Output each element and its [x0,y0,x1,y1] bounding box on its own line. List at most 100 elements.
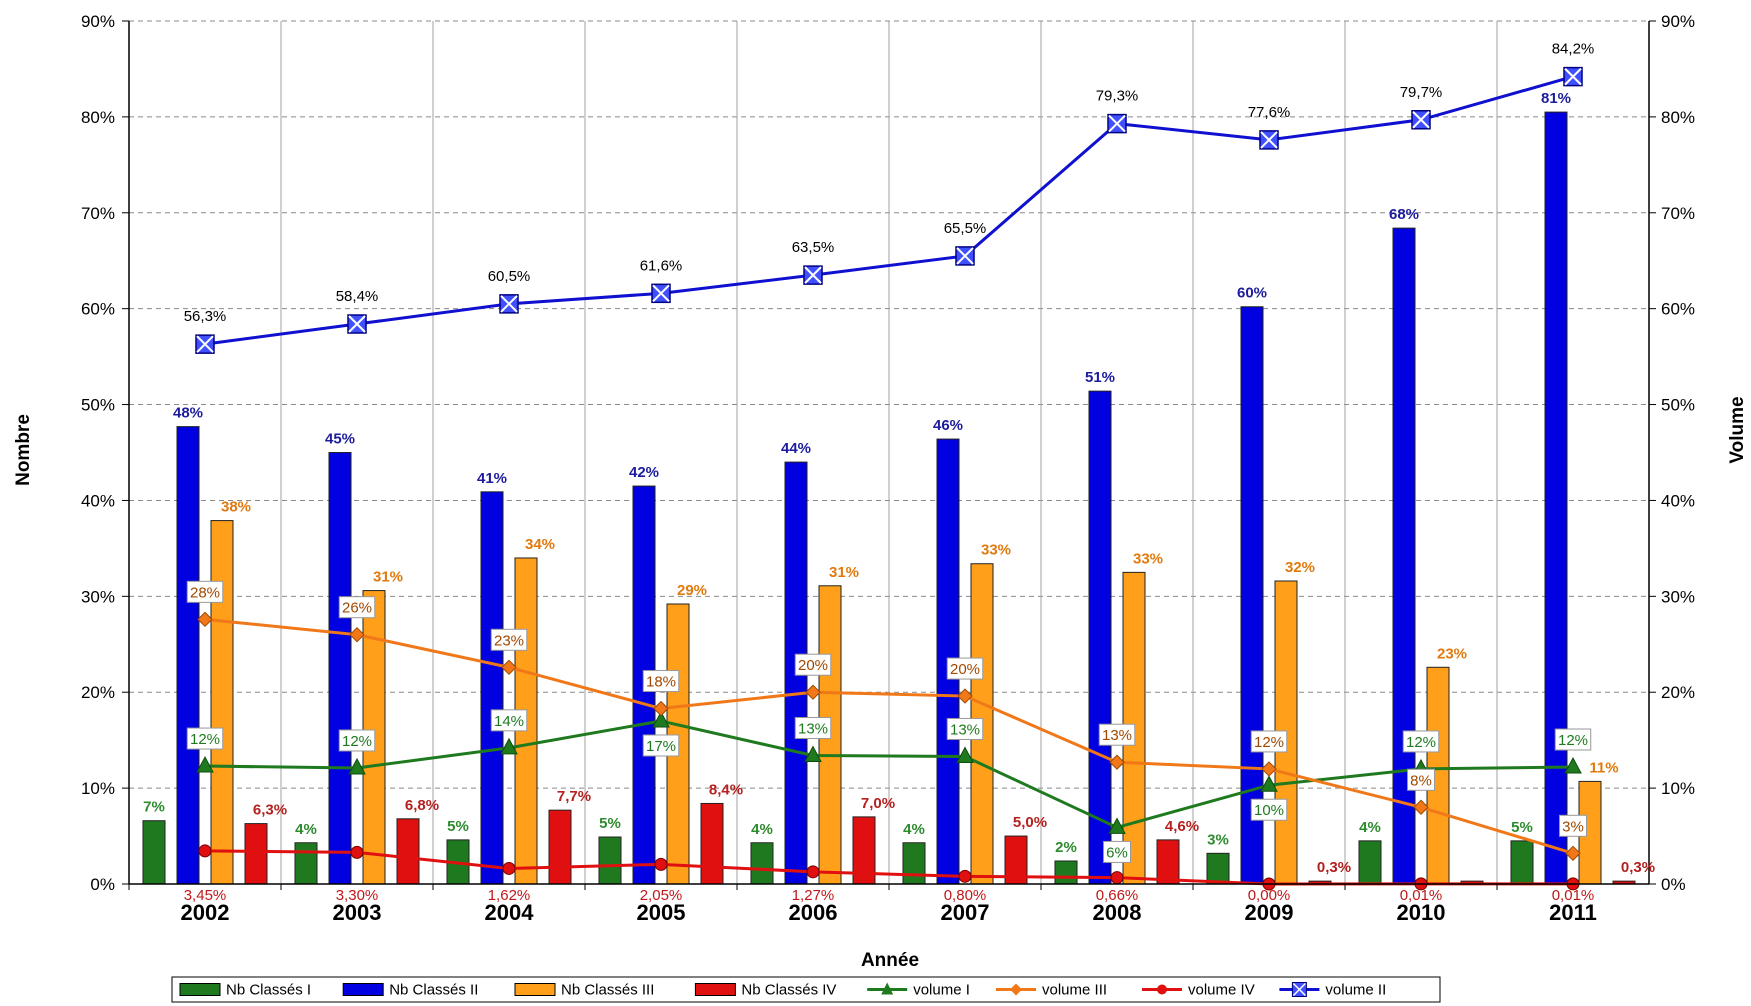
bar-data-label: 31% [373,569,403,586]
bar-data-label: 7% [143,799,165,816]
y-axis-title-right: Volume [1727,396,1748,463]
bar-data-label: 0,3% [1317,859,1351,876]
line-data-label: 12% [1558,732,1588,749]
line-data-label: 56,3% [184,308,227,325]
diamond-marker [805,684,821,700]
line-data-label-box [642,670,680,693]
bar-data-label: 23% [1437,645,1467,662]
bar-data-label: 33% [1133,550,1163,567]
bar-data-label: 44% [781,440,811,457]
y-tick-label: 40% [81,491,115,510]
bar [396,818,420,885]
bar-data-label: 5% [447,818,469,835]
triangle-marker [1108,817,1126,834]
y-tick-label: 70% [81,204,115,223]
bar-data-label: 41% [477,470,507,487]
line-data-label-box [490,628,528,651]
line-data-label: 23% [494,632,524,649]
diamond-marker [197,611,213,628]
triangle-marker [348,757,366,775]
x-tick-label: 2003 [333,900,382,925]
circle-marker [806,865,820,879]
triangle-marker [652,710,670,728]
circle-marker [198,844,212,858]
bar-data-label: 2% [1055,839,1077,856]
line-data-label-box [1098,723,1136,746]
line-data-label: 26% [342,600,372,617]
line-data-label: 79,7% [1400,84,1443,101]
diamond-marker [501,659,517,675]
legend-label: volume IV [1188,982,1255,999]
x-tick-label: 2007 [941,900,990,925]
legend-swatch [342,983,384,996]
legend-label: Nb Classés II [389,982,478,999]
line-data-label: 6% [1106,844,1128,861]
x-tick-label: 2010 [1397,900,1446,925]
line-data-label: 28% [190,584,220,601]
diamond-marker [349,626,365,643]
bar-data-label: 6,8% [405,797,439,814]
series-line [204,75,1574,346]
line-data-label: 14% [494,713,524,730]
square-marker-cross [1564,67,1582,86]
bar-data-label: 68% [1389,206,1419,223]
line-data-label: 20% [950,661,980,678]
y-tick-label: 60% [81,300,115,319]
square-marker-cross [348,315,366,333]
circle-marker [1110,871,1124,885]
x-tick-label: 2002 [181,900,230,925]
y-tick-label: 30% [81,587,115,606]
line-data-label-box [186,727,224,750]
diamond-marker [1413,799,1429,815]
bar-data-label: 4,6% [1165,818,1199,835]
bar-data-label: 11% [1589,759,1618,776]
bar-data-label: 5,0% [1013,814,1047,831]
bar-data-label: 4% [295,821,317,838]
bar-data-label: 7,0% [861,795,895,812]
bar [294,842,318,885]
y-tick-label-right: 20% [1661,683,1695,702]
line-series-group [195,66,1583,891]
legend-swatch [514,983,556,996]
bar-data-label: 81% [1541,90,1571,107]
line-data-label-box [1103,840,1131,863]
line-data-label-box [1554,728,1592,751]
line-data-label: 0,80% [944,887,987,904]
line-data-label: 2,05% [640,887,683,904]
x-tick-label: 2005 [637,900,686,925]
triangle-marker [1564,756,1582,774]
legend: Nb Classés I Nb Classés II Nb Classés III N… [171,976,1441,1003]
x-axis-title: Année [861,950,919,971]
square-marker-cross [804,266,822,284]
line-data-label: 12% [1254,734,1284,751]
triangle-marker [500,737,518,755]
circle-marker [502,861,516,875]
legend-marker [1010,983,1022,996]
bar-data-label: 45% [325,431,355,448]
square-marker-cross [1108,114,1126,133]
bar [480,491,504,885]
circle-marker [654,857,668,871]
line-data-label-box [186,580,224,603]
line-data-label: 65,5% [944,220,987,237]
line-data-label: 13% [1102,727,1132,744]
line-data-label-box [1402,730,1440,753]
line-data-label: 3% [1562,818,1584,835]
line-data-label: 17% [646,738,676,755]
line-data-label: 12% [342,733,372,750]
line-data-label-box [1250,730,1288,753]
bar-data-label: 32% [1285,559,1315,576]
x-tick-label: 2009 [1245,900,1294,925]
legend-marker-cross [1292,982,1306,997]
y-tick-label-right: 0% [1661,875,1686,894]
line-data-label: 60,5% [488,268,531,285]
bar-data-label: 38% [221,499,251,516]
square-marker-cross [1260,131,1278,149]
square-marker-cross [500,295,518,313]
bar-data-label: 6,3% [253,802,287,819]
line-data-label-box [338,729,376,752]
bar [142,820,166,885]
data-labels: 7% 4% 5% 5% 4% 4% 2% 3% 4% 5% 48% 45% 41% 42% 44% 46% 51… [143,41,1655,904]
bar-data-label: 29% [677,582,707,599]
